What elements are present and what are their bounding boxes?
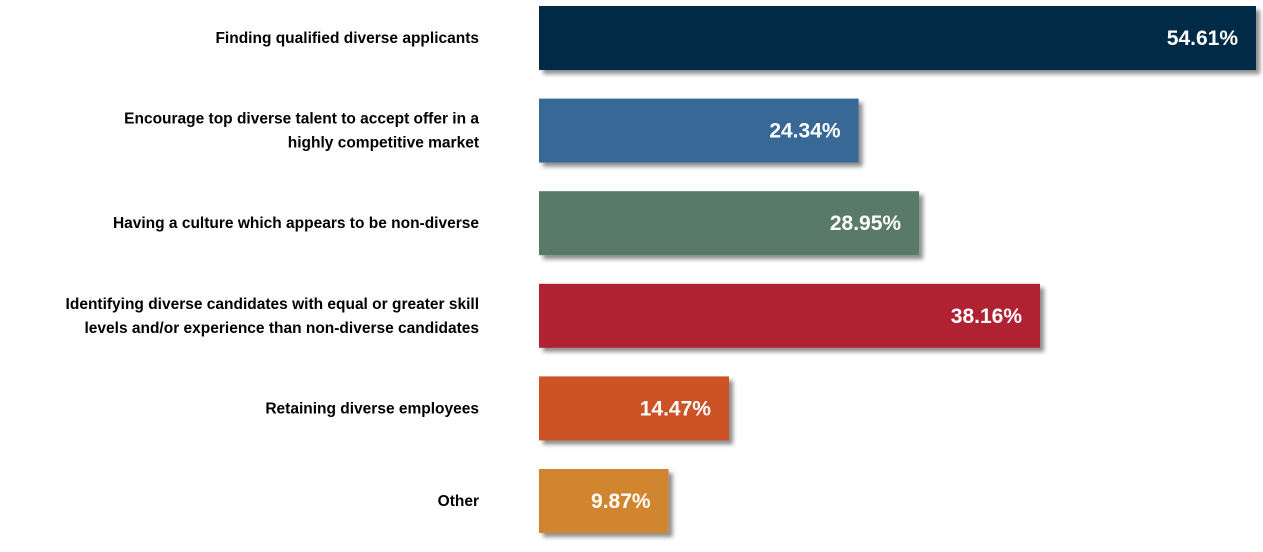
value-label-3: 38.16% — [951, 305, 1023, 328]
bars-group: 54.61% 24.34% 28.95% 38.16% 14.47% 9.87% — [539, 6, 1256, 533]
category-label-2: Having a culture which appears to be non… — [113, 215, 479, 232]
bar-3 — [539, 283, 1041, 348]
category-label-1-line-1: highly competitive market — [288, 135, 479, 152]
category-labels-group: Finding qualified diverse applicants Enco… — [66, 30, 480, 510]
bar-0 — [539, 6, 1256, 70]
value-label-0: 54.61% — [1167, 27, 1239, 50]
category-label-0: Finding qualified diverse applicants — [215, 30, 479, 47]
category-label-3-line-0: Identifying diverse candidates with equa… — [66, 296, 479, 313]
category-label-4: Retaining diverse employees — [265, 400, 479, 417]
category-label-1-line-0: Encourage top diverse talent to accept o… — [124, 111, 479, 128]
category-label-3-line-1: levels and/or experience than non-divers… — [84, 320, 479, 337]
bar-5 — [539, 469, 669, 533]
value-label-4: 14.47% — [640, 397, 712, 420]
value-label-2: 28.95% — [830, 212, 902, 235]
category-label-5: Other — [438, 493, 479, 510]
bar-4 — [539, 376, 729, 441]
bar-1 — [539, 98, 859, 163]
value-label-5: 9.87% — [591, 490, 651, 513]
value-label-1: 24.34% — [769, 120, 841, 143]
bar-2 — [539, 191, 920, 256]
